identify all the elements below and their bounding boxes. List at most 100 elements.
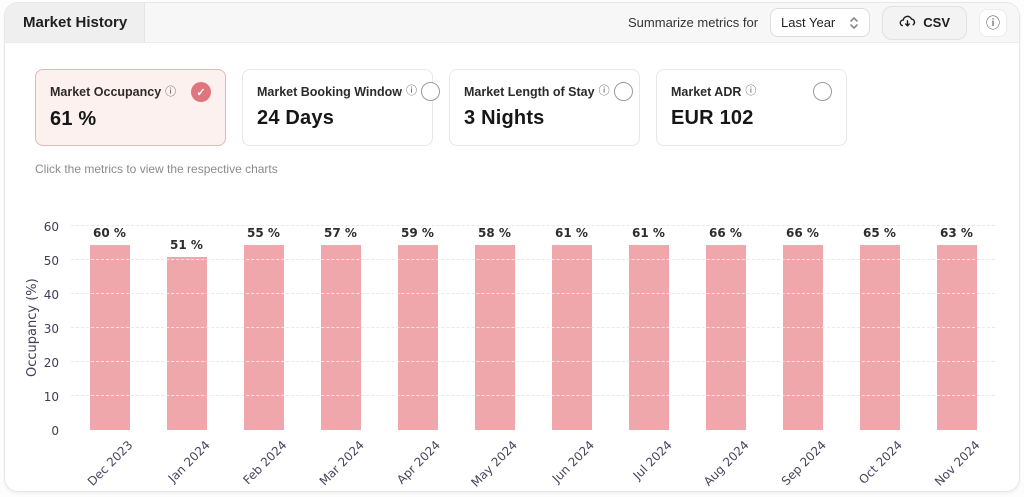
y-tick-label: 30 — [43, 322, 59, 336]
gridline — [71, 395, 995, 396]
header-controls: Summarize metrics for Last Year CSV — [628, 3, 1019, 42]
info-icon[interactable]: ⓘ — [165, 85, 177, 98]
card-value: 61 % — [50, 108, 97, 130]
bar-value-label: 59 % — [401, 226, 434, 240]
bar[interactable] — [705, 245, 746, 430]
check-icon: ✓ — [196, 86, 206, 99]
bar[interactable] — [243, 245, 284, 430]
bar[interactable] — [397, 245, 438, 430]
card-header: Market Booking Window ⓘ — [257, 82, 441, 101]
x-tick-label: Jul 2024 — [629, 438, 675, 483]
metric-cards: Market Occupancy ⓘ ✓ 61 % Market Booking… — [35, 69, 989, 146]
tab-market-history[interactable]: Market History — [5, 3, 145, 42]
x-tick-label: Oct 2024 — [856, 438, 906, 487]
gridline — [71, 361, 995, 362]
bar[interactable] — [936, 245, 977, 430]
bar-value-label: 61 % — [632, 226, 665, 240]
bar[interactable] — [89, 245, 130, 430]
bar-value-label: 51 % — [170, 237, 203, 252]
bar-column: 51 % Jan 2024 — [148, 226, 225, 486]
info-icon[interactable]: ⓘ — [406, 85, 418, 97]
bar-column: 55 % Feb 2024 — [225, 226, 302, 487]
bar[interactable] — [782, 245, 823, 430]
card-header: Market Length of Stay ⓘ — [464, 82, 633, 101]
card-title: Market Booking Window — [257, 84, 403, 99]
gridline — [71, 293, 995, 294]
bar[interactable] — [320, 245, 361, 430]
bar-value-label: 63 % — [940, 226, 973, 240]
bar-column: 58 % May 2024 — [456, 226, 533, 490]
y-axis: 0 10 20 30 40 50 60 — [25, 220, 65, 438]
y-tick-label: 40 — [43, 288, 59, 302]
bar-column: 61 % Jun 2024 — [533, 226, 610, 485]
bar-value-label: 60 % — [93, 226, 126, 240]
bar[interactable] — [166, 256, 207, 430]
bars: 60 % Dec 2023 51 % Jan 2024 55 % Feb 2024 57 %… — [71, 226, 995, 490]
bar-column: 57 % Mar 2024 — [302, 226, 379, 488]
metric-radio[interactable] — [421, 82, 441, 101]
card-title: Market Occupancy — [50, 85, 162, 99]
bar-value-label: 55 % — [247, 226, 280, 240]
card-value: 24 Days — [257, 107, 335, 129]
header-info-button[interactable]: ⓘ — [979, 8, 1007, 37]
gridline — [71, 327, 995, 328]
card-header: Market ADR ⓘ — [671, 82, 832, 101]
card-title: Market Length of Stay — [464, 84, 595, 99]
card-market-length-of-stay[interactable]: Market Length of Stay ⓘ 3 Nights — [449, 69, 640, 146]
card-header: Market Occupancy ⓘ ✓ — [50, 82, 211, 102]
bar-value-label: 57 % — [324, 226, 357, 240]
info-icon[interactable]: ⓘ — [598, 85, 610, 97]
y-tick-label: 20 — [43, 356, 59, 370]
gridline — [71, 259, 995, 260]
y-tick-label: 0 — [51, 424, 59, 438]
x-tick-label: Dec 2023 — [84, 438, 136, 489]
bar[interactable] — [551, 245, 592, 430]
bar-column: 66 % Aug 2024 — [687, 226, 764, 489]
bar-column: 60 % Dec 2023 — [71, 226, 148, 489]
y-tick-label: 10 — [43, 390, 59, 404]
bar[interactable] — [474, 245, 515, 430]
bar-value-label: 65 % — [863, 226, 896, 240]
period-select[interactable]: Last Year — [770, 8, 871, 37]
info-icon: ⓘ — [986, 14, 1000, 31]
cloud-download-icon — [899, 13, 916, 33]
bar-column: 59 % Apr 2024 — [379, 226, 456, 487]
info-icon[interactable]: ⓘ — [745, 85, 757, 97]
bar-value-label: 58 % — [478, 226, 511, 240]
card-value: 3 Nights — [464, 107, 545, 129]
x-tick-label: Feb 2024 — [240, 438, 290, 488]
bar-column: 61 % Jul 2024 — [610, 226, 687, 482]
x-tick-label: Nov 2024 — [931, 438, 983, 489]
csv-button-label: CSV — [923, 15, 950, 30]
card-title: Market ADR — [671, 84, 742, 99]
csv-download-button[interactable]: CSV — [882, 5, 967, 40]
bar[interactable] — [628, 245, 669, 430]
bar[interactable] — [859, 245, 900, 430]
x-tick-label: Sep 2024 — [778, 438, 829, 489]
metric-radio[interactable] — [613, 82, 633, 101]
header: Market History Summarize metrics for Las… — [5, 3, 1019, 43]
x-tick-label: Jan 2024 — [165, 438, 213, 486]
bar-value-label: 66 % — [709, 226, 742, 240]
gridline — [71, 225, 995, 226]
market-history-panel: Market History Summarize metrics for Las… — [4, 2, 1020, 492]
card-value: EUR 102 — [671, 107, 754, 129]
card-market-booking-window[interactable]: Market Booking Window ⓘ 24 Days — [242, 69, 441, 146]
metric-radio[interactable] — [813, 82, 832, 101]
x-tick-label: Jun 2024 — [549, 438, 598, 486]
period-select-value: Last Year — [781, 15, 836, 30]
metric-radio-selected[interactable]: ✓ — [191, 82, 211, 102]
card-market-adr[interactable]: Market ADR ⓘ EUR 102 — [656, 69, 847, 146]
x-tick-label: Aug 2024 — [700, 438, 752, 489]
y-tick-label: 60 — [43, 220, 59, 234]
card-market-occupancy[interactable]: Market Occupancy ⓘ ✓ 61 % — [35, 69, 226, 146]
bar-column: 63 % Nov 2024 — [918, 226, 995, 489]
bar-value-label: 61 % — [555, 226, 588, 240]
bar-value-label: 66 % — [786, 226, 819, 240]
x-tick-label: Mar 2024 — [316, 438, 367, 489]
x-tick-label: May 2024 — [468, 438, 521, 490]
page-title: Market History — [23, 14, 128, 31]
plot: 60 % Dec 2023 51 % Jan 2024 55 % Feb 2024 57 %… — [71, 225, 995, 490]
x-tick-label: Apr 2024 — [394, 438, 444, 487]
summarize-metrics-label: Summarize metrics for — [628, 15, 759, 30]
